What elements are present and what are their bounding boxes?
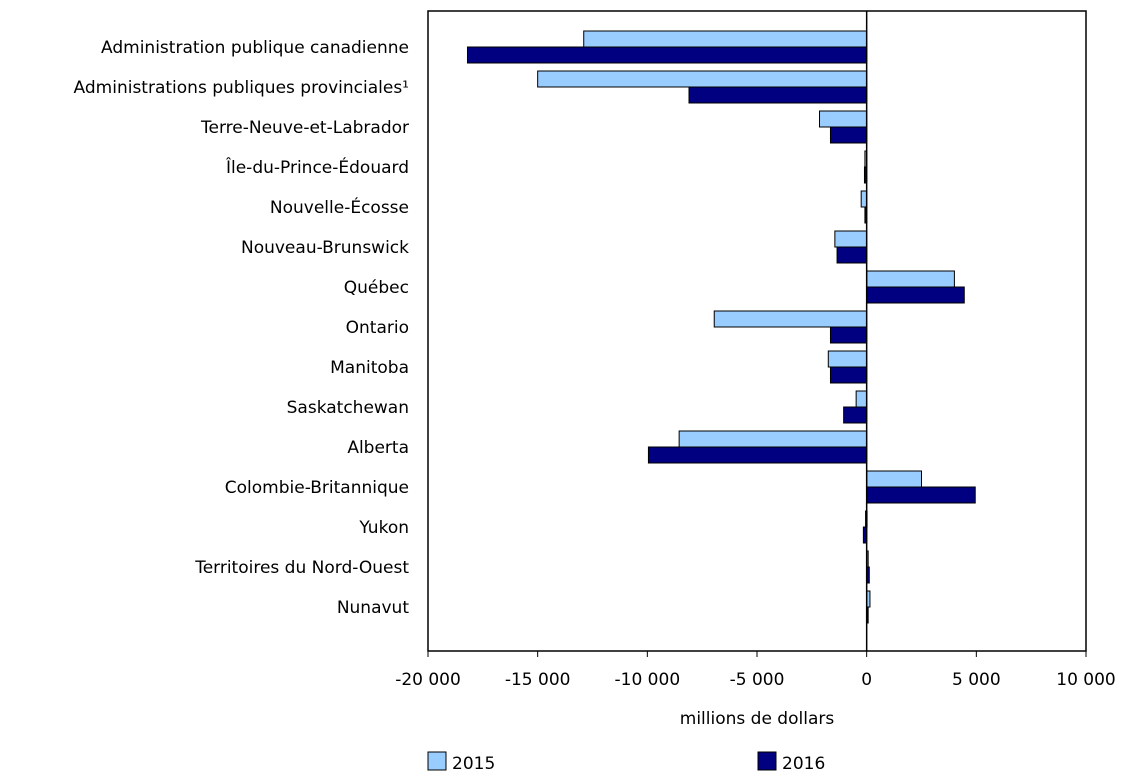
bar-2016-8 — [829, 366, 868, 384]
category-label: Alberta — [347, 438, 409, 458]
category-label: Colombie-Britannique — [225, 478, 409, 498]
category-label: Terre-Neuve-et-Labrador — [200, 118, 409, 138]
bar-2015-5 — [834, 230, 868, 248]
category-label: Nouvelle-Écosse — [270, 196, 409, 218]
bar-2015-0 — [583, 30, 868, 48]
bar-2016-5 — [836, 246, 868, 264]
bar-2015-7 — [713, 310, 868, 328]
bar-2015-10 — [678, 430, 868, 448]
bar-2016-0 — [466, 46, 868, 64]
x-tick-label: 0 — [861, 670, 872, 690]
bar-2016-10 — [647, 446, 868, 464]
x-tick-label: -20 000 — [395, 670, 461, 690]
bar-2016-11 — [866, 486, 976, 504]
category-label: Nunavut — [337, 598, 410, 618]
category-label: Québec — [344, 278, 409, 298]
x-tick-label: 5 000 — [952, 670, 1001, 690]
x-tick-label: -10 000 — [615, 670, 681, 690]
bar-2016-2 — [829, 126, 868, 144]
category-label: Saskatchewan — [287, 398, 409, 418]
legend-label-2016: 2016 — [782, 754, 825, 771]
bar-2015-4 — [860, 190, 868, 208]
legend-label-2015: 2015 — [452, 754, 495, 771]
bar-2016-7 — [829, 326, 868, 344]
category-label: Île-du-Prince-Édouard — [225, 156, 409, 178]
x-tick-label: -5 000 — [730, 670, 785, 690]
bar-2015-11 — [866, 470, 923, 488]
category-label: Administrations publiques provinciales¹ — [74, 78, 409, 98]
category-label: Yukon — [358, 518, 409, 538]
bar-2016-9 — [843, 406, 868, 424]
category-label: Nouveau-Brunswick — [241, 238, 409, 258]
bar-2015-6 — [866, 270, 955, 288]
category-label: Administration publique canadienne — [101, 38, 409, 58]
category-label: Ontario — [346, 318, 409, 338]
legend-swatch-2016 — [757, 751, 777, 771]
category-label: Territoires du Nord-Ouest — [194, 558, 409, 578]
legend: 2015 2016 — [427, 751, 825, 771]
category-label: Manitoba — [330, 358, 409, 378]
x-axis-title: millions de dollars — [680, 709, 835, 729]
x-tick-label: 10 000 — [1056, 670, 1115, 690]
x-tick-label: -15 000 — [505, 670, 571, 690]
bar-2015-2 — [819, 110, 868, 128]
legend-swatch-2015 — [427, 751, 447, 771]
bar-2015-9 — [855, 390, 868, 408]
x-axis: -20 000 -15 000 -10 000 -5 000 0 5 000 10 000 — [395, 651, 1116, 690]
bar-2016-6 — [866, 286, 965, 304]
category-labels: Administration publique canadienne Admini… — [74, 38, 410, 618]
bar-2015-8 — [827, 350, 868, 368]
bar-2015-1 — [537, 70, 868, 88]
bar-2016-1 — [688, 86, 868, 104]
plot-area — [427, 10, 1087, 652]
